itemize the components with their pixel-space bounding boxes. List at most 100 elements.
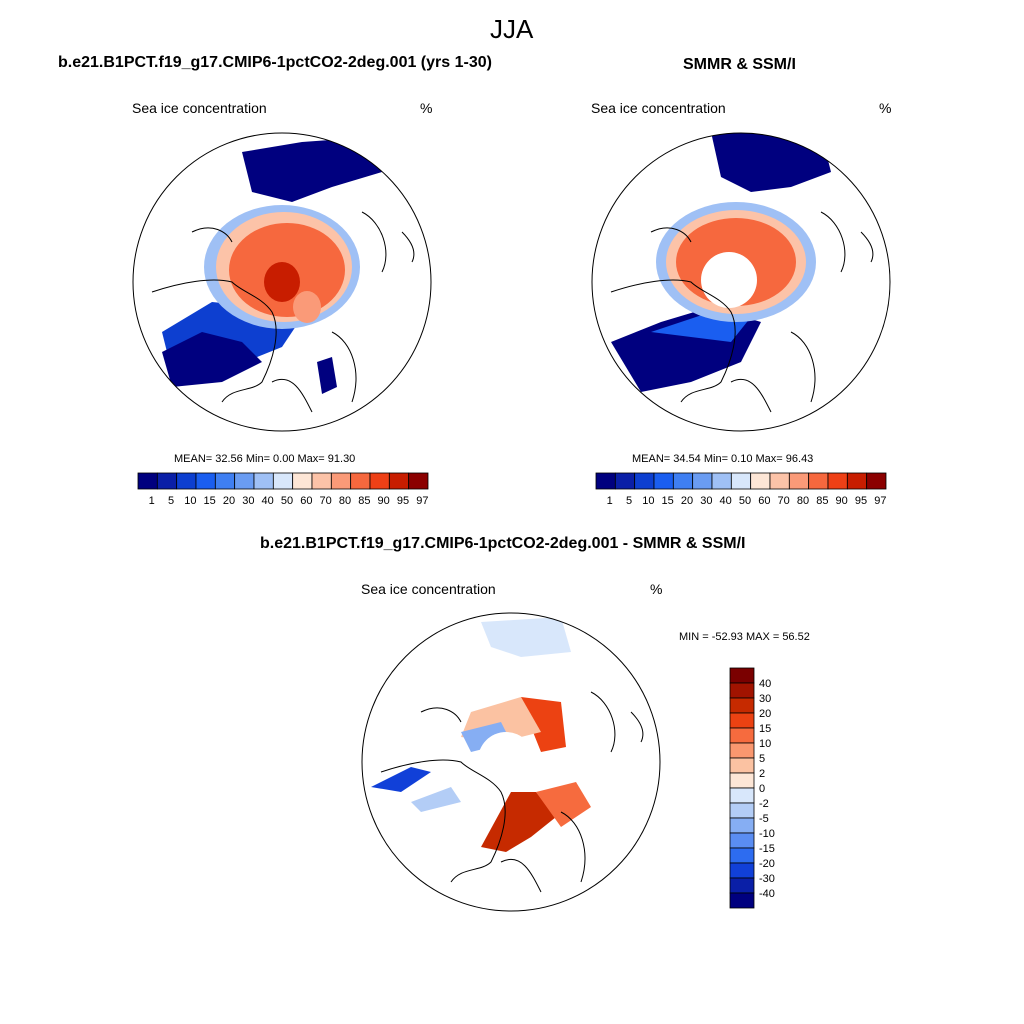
model-stats: MEAN= 32.56 Min= 0.00 Max= 91.30 xyxy=(174,453,356,465)
diff-anomaly-negative xyxy=(371,767,431,792)
model-colorbar-tick-label: 90 xyxy=(378,495,390,507)
model-colorbar-swatch xyxy=(214,472,236,490)
model-colorbar-tick-label: 30 xyxy=(242,495,254,507)
obs-colorbar-swatch xyxy=(808,472,829,490)
obs-colorbar-tick-label: 60 xyxy=(758,495,770,507)
obs-variable-label: Sea ice concentration xyxy=(591,100,726,116)
diff-colorbar-tick-label: 30 xyxy=(759,693,771,705)
model-colorbar-tick-label: 1 xyxy=(149,495,155,507)
diff-colorbar-tick-label: -15 xyxy=(759,843,775,855)
obs-colorbar-swatch xyxy=(692,472,713,490)
diff-anomaly-positive-barents xyxy=(481,792,556,852)
diff-colorbar-tick-label: 15 xyxy=(759,723,771,735)
model-colorbar-swatch xyxy=(234,472,255,490)
obs-colorbar-swatch xyxy=(711,472,732,490)
diff-colorbar-swatch xyxy=(729,697,755,714)
obs-colorbar-tick-label: 40 xyxy=(720,495,732,507)
obs-colorbar-swatch xyxy=(769,472,790,490)
obs-coastline xyxy=(610,211,874,413)
obs-colorbar-tick-label: 85 xyxy=(816,495,828,507)
diff-colorbar-tick-label: 0 xyxy=(759,783,765,795)
obs-colorbar-swatch xyxy=(614,472,636,490)
diff-colorbar-tick-label: 5 xyxy=(759,753,765,765)
obs-colorbar-swatch xyxy=(866,472,887,490)
obs-colorbar: 1 5 10 15 20 30 40 50 60 70 80 85 90 95 97 xyxy=(595,472,887,507)
diff-anomaly-positive-east xyxy=(521,697,566,752)
obs-colorbar-tick-label: 30 xyxy=(700,495,712,507)
model-colorbar-swatch xyxy=(350,472,371,490)
obs-colorbar-tick-label: 80 xyxy=(797,495,809,507)
diff-colorbar-tick-label: -30 xyxy=(759,873,775,885)
model-colorbar-tick-label: 60 xyxy=(300,495,312,507)
model-colorbar-swatch xyxy=(137,472,158,490)
diff-colorbar-swatch xyxy=(729,862,755,879)
obs-panel-title: SMMR & SSM/I xyxy=(683,56,796,73)
obs-colorbar-tick-label: 20 xyxy=(681,495,693,507)
model-colorbar: 1 5 10 15 20 30 40 50 60 70 80 85 90 95 97 xyxy=(137,472,429,507)
model-colorbar-tick-label: 70 xyxy=(320,495,332,507)
diff-colorbar-swatch xyxy=(729,847,755,864)
model-colorbar-tick-label: 40 xyxy=(262,495,274,507)
diff-colorbar-tick-label: -20 xyxy=(759,858,775,870)
obs-colorbar-tick-label: 10 xyxy=(642,495,654,507)
diff-colorbar-swatch xyxy=(729,712,755,729)
diff-colorbar-swatch xyxy=(729,727,755,744)
obs-pole-hole xyxy=(701,252,757,308)
diff-colorbar-tick-label: -40 xyxy=(759,888,775,900)
model-colorbar-tick-label: 10 xyxy=(184,495,196,507)
model-units-label: % xyxy=(420,100,433,116)
obs-colorbar-tick-label: 90 xyxy=(836,495,848,507)
obs-stats: MEAN= 34.54 Min= 0.10 Max= 96.43 xyxy=(632,453,814,465)
model-polar-map xyxy=(132,132,432,432)
model-colorbar-swatch xyxy=(156,472,178,490)
obs-colorbar-tick-label: 15 xyxy=(662,495,674,507)
model-colorbar-tick-label: 85 xyxy=(358,495,370,507)
model-ice-greenland-sea xyxy=(242,137,382,202)
diff-colorbar-swatch xyxy=(729,742,755,759)
obs-colorbar-tick-label: 5 xyxy=(626,495,632,507)
obs-colorbar-swatch xyxy=(788,472,810,490)
diff-colorbar-swatch xyxy=(729,817,755,834)
season-title: JJA xyxy=(490,14,534,44)
diff-coastline xyxy=(380,691,644,893)
obs-colorbar-tick-label: 70 xyxy=(778,495,790,507)
model-colorbar-swatch xyxy=(369,472,390,490)
diff-colorbar-swatch xyxy=(729,802,755,819)
diff-colorbar-tick-label: -10 xyxy=(759,828,775,840)
obs-colorbar-tick-label: 95 xyxy=(855,495,867,507)
diff-colorbar-swatch xyxy=(729,772,755,789)
model-colorbar-swatch xyxy=(408,472,429,490)
diff-pole-hole xyxy=(478,732,534,788)
obs-colorbar-tick-label: 1 xyxy=(607,495,613,507)
diff-colorbar-swatch xyxy=(729,877,755,894)
diff-colorbar-swatch xyxy=(729,682,755,699)
model-colorbar-swatch xyxy=(292,472,313,490)
diff-stats: MIN = -52.93 MAX = 56.52 xyxy=(679,631,810,643)
model-colorbar-tick-label: 50 xyxy=(281,495,293,507)
model-colorbar-swatch xyxy=(388,472,410,490)
diff-colorbar-swatch xyxy=(729,892,755,909)
model-colorbar-tick-label: 5 xyxy=(168,495,174,507)
obs-colorbar-swatch xyxy=(672,472,694,490)
diff-units-label: % xyxy=(650,581,663,597)
model-colorbar-swatch xyxy=(253,472,274,490)
model-colorbar-tick-label: 20 xyxy=(223,495,235,507)
obs-colorbar-swatch xyxy=(827,472,848,490)
diff-variable-label: Sea ice concentration xyxy=(361,581,496,597)
obs-colorbar-swatch xyxy=(730,472,752,490)
model-colorbar-tick-label: 15 xyxy=(204,495,216,507)
model-panel-title: b.e21.B1PCT.f19_g17.CMIP6-1pctCO2-2deg.0… xyxy=(58,54,492,71)
model-colorbar-tick-label: 95 xyxy=(397,495,409,507)
diff-colorbar-tick-label: 40 xyxy=(759,678,771,690)
diff-colorbar-tick-label: 10 xyxy=(759,738,771,750)
obs-colorbar-swatch xyxy=(634,472,655,490)
model-coastline xyxy=(151,211,415,413)
model-colorbar-swatch xyxy=(195,472,216,490)
obs-ice-greenland-sea xyxy=(711,133,831,192)
model-colorbar-swatch xyxy=(176,472,197,490)
model-variable-label: Sea ice concentration xyxy=(132,100,267,116)
obs-colorbar-swatch xyxy=(653,472,674,490)
diff-polar-map xyxy=(361,612,661,912)
diff-colorbar-swatch xyxy=(729,667,755,684)
